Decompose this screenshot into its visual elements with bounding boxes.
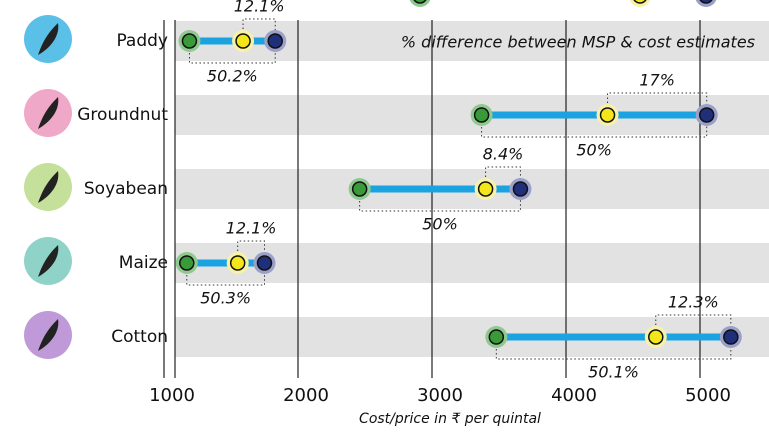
- category-label: Paddy: [116, 31, 168, 51]
- legend-label: COST ESTIMATE A2+FL: [433, 0, 595, 4]
- pct-a2-label: 50.2%: [207, 67, 258, 86]
- category-label: Maize: [119, 253, 168, 273]
- crop-icon-glyph: [38, 97, 59, 129]
- legend-marker: [699, 0, 713, 4]
- bracket-a2: [188, 49, 276, 64]
- x-tick-label: 5000: [685, 385, 731, 406]
- dot: [648, 329, 664, 345]
- pct-a2-label: 50.3%: [200, 289, 251, 308]
- x-tick-label: 4000: [551, 385, 597, 406]
- dot: [235, 33, 251, 49]
- pct-c2-label: 12.1%: [226, 219, 277, 238]
- pct-a2-label: 50%: [576, 141, 612, 160]
- pct-a2-label: 50.1%: [588, 363, 639, 382]
- crop-icon-glyph: [38, 319, 59, 351]
- note: % difference between MSP & cost estimate…: [401, 33, 755, 52]
- category-label: Soyabean: [84, 179, 168, 199]
- dot: [267, 33, 283, 49]
- legend-label: C2: [653, 0, 672, 4]
- bracket-a2: [186, 271, 265, 286]
- bracket-c2: [242, 18, 276, 33]
- dot: [488, 329, 505, 345]
- dot: [229, 255, 246, 271]
- crop-icon-glyph: [38, 171, 59, 203]
- crop-icon-glyph: [38, 23, 59, 55]
- x-axis-title: Cost/price in ₹ per quintal: [359, 411, 541, 427]
- x-tick-label: 2000: [283, 385, 329, 406]
- dot: [512, 181, 529, 197]
- category-label: Groundnut: [77, 105, 168, 125]
- dot: [256, 255, 273, 271]
- pct-c2-label: 12.1%: [234, 0, 285, 16]
- dot: [698, 107, 715, 123]
- legend-label: MSP: [719, 0, 748, 4]
- pct-c2-label: 17%: [639, 71, 675, 90]
- dot: [599, 107, 616, 123]
- crop-icon-glyph: [38, 245, 59, 277]
- pct-c2-label: 8.4%: [483, 145, 524, 164]
- x-tick-label: 1000: [149, 385, 195, 406]
- dot: [351, 181, 368, 197]
- dot: [181, 33, 198, 49]
- legend-marker: [413, 0, 427, 4]
- category-label: Cotton: [111, 327, 168, 347]
- bracket-c2: [607, 92, 708, 107]
- dot: [723, 329, 739, 345]
- pct-c2-label: 12.3%: [668, 293, 719, 312]
- dot: [179, 255, 195, 271]
- dot: [477, 181, 494, 197]
- pct-a2-label: 50%: [422, 215, 458, 234]
- bracket-c2: [655, 314, 732, 329]
- legend-marker: [633, 0, 647, 4]
- dot: [473, 107, 490, 123]
- x-tick-label: 3000: [417, 385, 463, 406]
